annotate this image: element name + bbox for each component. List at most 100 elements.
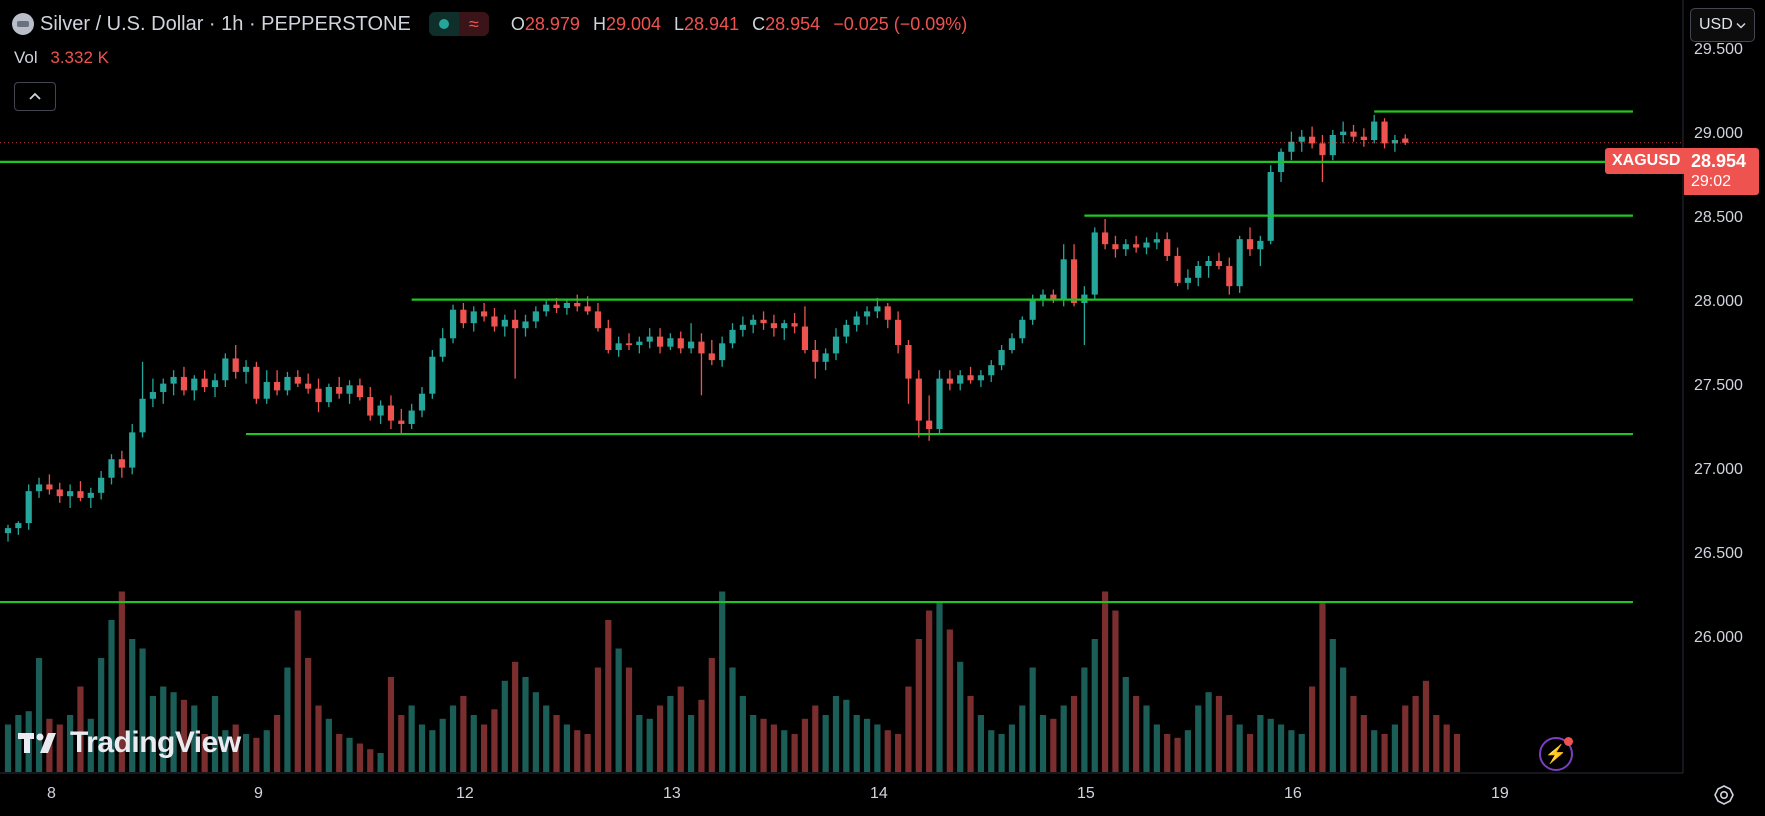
volume-bar (1164, 734, 1171, 772)
candle-body (439, 338, 446, 357)
candle-body (315, 388, 322, 403)
candle-body (1102, 232, 1109, 245)
candle-body (367, 397, 374, 416)
candle-body (532, 311, 539, 322)
candle-body (35, 484, 43, 492)
volume-bar (139, 648, 146, 772)
candle-body (915, 378, 922, 421)
volume-bar (1381, 734, 1388, 772)
collapse-legend-button[interactable] (14, 82, 56, 111)
volume-bar (1422, 680, 1430, 772)
volume-bar (739, 696, 746, 772)
symbol-header: Silver / U.S. Dollar · 1h · PEPPERSTONE … (12, 10, 967, 38)
price-tick-label: 28.500 (1694, 209, 1743, 226)
volume-bar (77, 686, 84, 772)
candle-body (1298, 136, 1305, 142)
candle-body (346, 385, 353, 394)
candle-body (294, 376, 301, 384)
candle-body (615, 343, 622, 351)
volume-bar (1350, 696, 1357, 772)
volume-bar (584, 734, 591, 772)
candle-body (750, 319, 757, 325)
volume-bar (936, 601, 943, 772)
candle-body (1267, 171, 1274, 241)
candle-body (274, 381, 281, 391)
candle-body (325, 387, 332, 403)
lightning-icon[interactable]: ⚡ (1539, 737, 1573, 771)
settings-icon[interactable] (1713, 784, 1735, 806)
volume-bar (356, 743, 363, 772)
volume-bar (801, 718, 809, 772)
last-price-label: 28.954 29:02 (1684, 148, 1759, 195)
candle-body (895, 319, 902, 345)
volume-bar (377, 753, 384, 772)
time-tick-label: 9 (254, 785, 263, 802)
candle-body (977, 375, 984, 381)
volume-bar (408, 705, 415, 772)
volume-bar (56, 724, 63, 772)
volume-bar (884, 730, 891, 772)
volume-bar (656, 705, 664, 772)
candle-body (760, 319, 767, 324)
candle-body (15, 523, 22, 529)
volume-bar (636, 715, 643, 772)
volume-bar (905, 686, 912, 772)
symbol-title[interactable]: Silver / U.S. Dollar · 1h · PEPPERSTONE (40, 12, 411, 35)
volume-bar (108, 620, 115, 772)
volume-bar (812, 705, 819, 772)
volume-bar (1453, 734, 1461, 772)
volume-bar (501, 680, 508, 772)
volume-bar (491, 709, 498, 772)
market-status-pill[interactable]: ≈ (428, 12, 489, 36)
candle-body (677, 338, 684, 349)
time-tick-label: 14 (870, 785, 888, 802)
candle-body (25, 491, 32, 524)
volume-bar (387, 677, 395, 772)
ohlc-high: 29.004 (605, 13, 661, 34)
volume-bar (1340, 667, 1347, 772)
ohlc-open: 28.979 (524, 13, 580, 34)
candle-body (770, 323, 777, 329)
candle-body (305, 383, 312, 389)
volume-bar (367, 749, 374, 772)
volume-bar (615, 648, 622, 772)
volume-bar (1143, 705, 1150, 772)
volume-bar (677, 686, 684, 772)
volume-bar (1433, 715, 1440, 772)
volume-bar (242, 734, 250, 772)
volume-bar (667, 696, 674, 772)
candle-body (1329, 135, 1336, 156)
candle-body (584, 306, 591, 312)
volume-bar (1371, 730, 1378, 772)
volume-bar (625, 667, 633, 772)
candle-body (1226, 266, 1233, 287)
candle-body (1195, 266, 1202, 278)
price-tick-label: 26.000 (1694, 629, 1743, 646)
volume-bar (4, 724, 12, 772)
volume-bar (1050, 718, 1057, 772)
candle-body (398, 420, 405, 424)
volume-bar (574, 730, 581, 772)
volume-bar (1195, 705, 1202, 772)
volume-bar (429, 730, 436, 772)
volume-bar (325, 718, 332, 772)
time-tick-label: 13 (663, 785, 681, 802)
time-tick-label: 19 (1491, 785, 1509, 802)
volume-bar (1153, 724, 1160, 772)
volume-bar (1029, 667, 1036, 772)
candle-body (832, 336, 840, 354)
volume-bar (1019, 705, 1026, 772)
volume-bar (553, 715, 560, 772)
currency-select[interactable]: USD (1690, 8, 1755, 42)
volume-bar (160, 686, 167, 772)
candle-body (429, 356, 436, 394)
candle-body (67, 491, 74, 497)
volume-bar (67, 715, 74, 772)
volume-bar (87, 718, 94, 772)
time-tick-label: 15 (1077, 785, 1095, 802)
candle-body (98, 477, 105, 493)
price-tick-label: 27.000 (1694, 461, 1743, 478)
volume-bar (274, 715, 281, 772)
